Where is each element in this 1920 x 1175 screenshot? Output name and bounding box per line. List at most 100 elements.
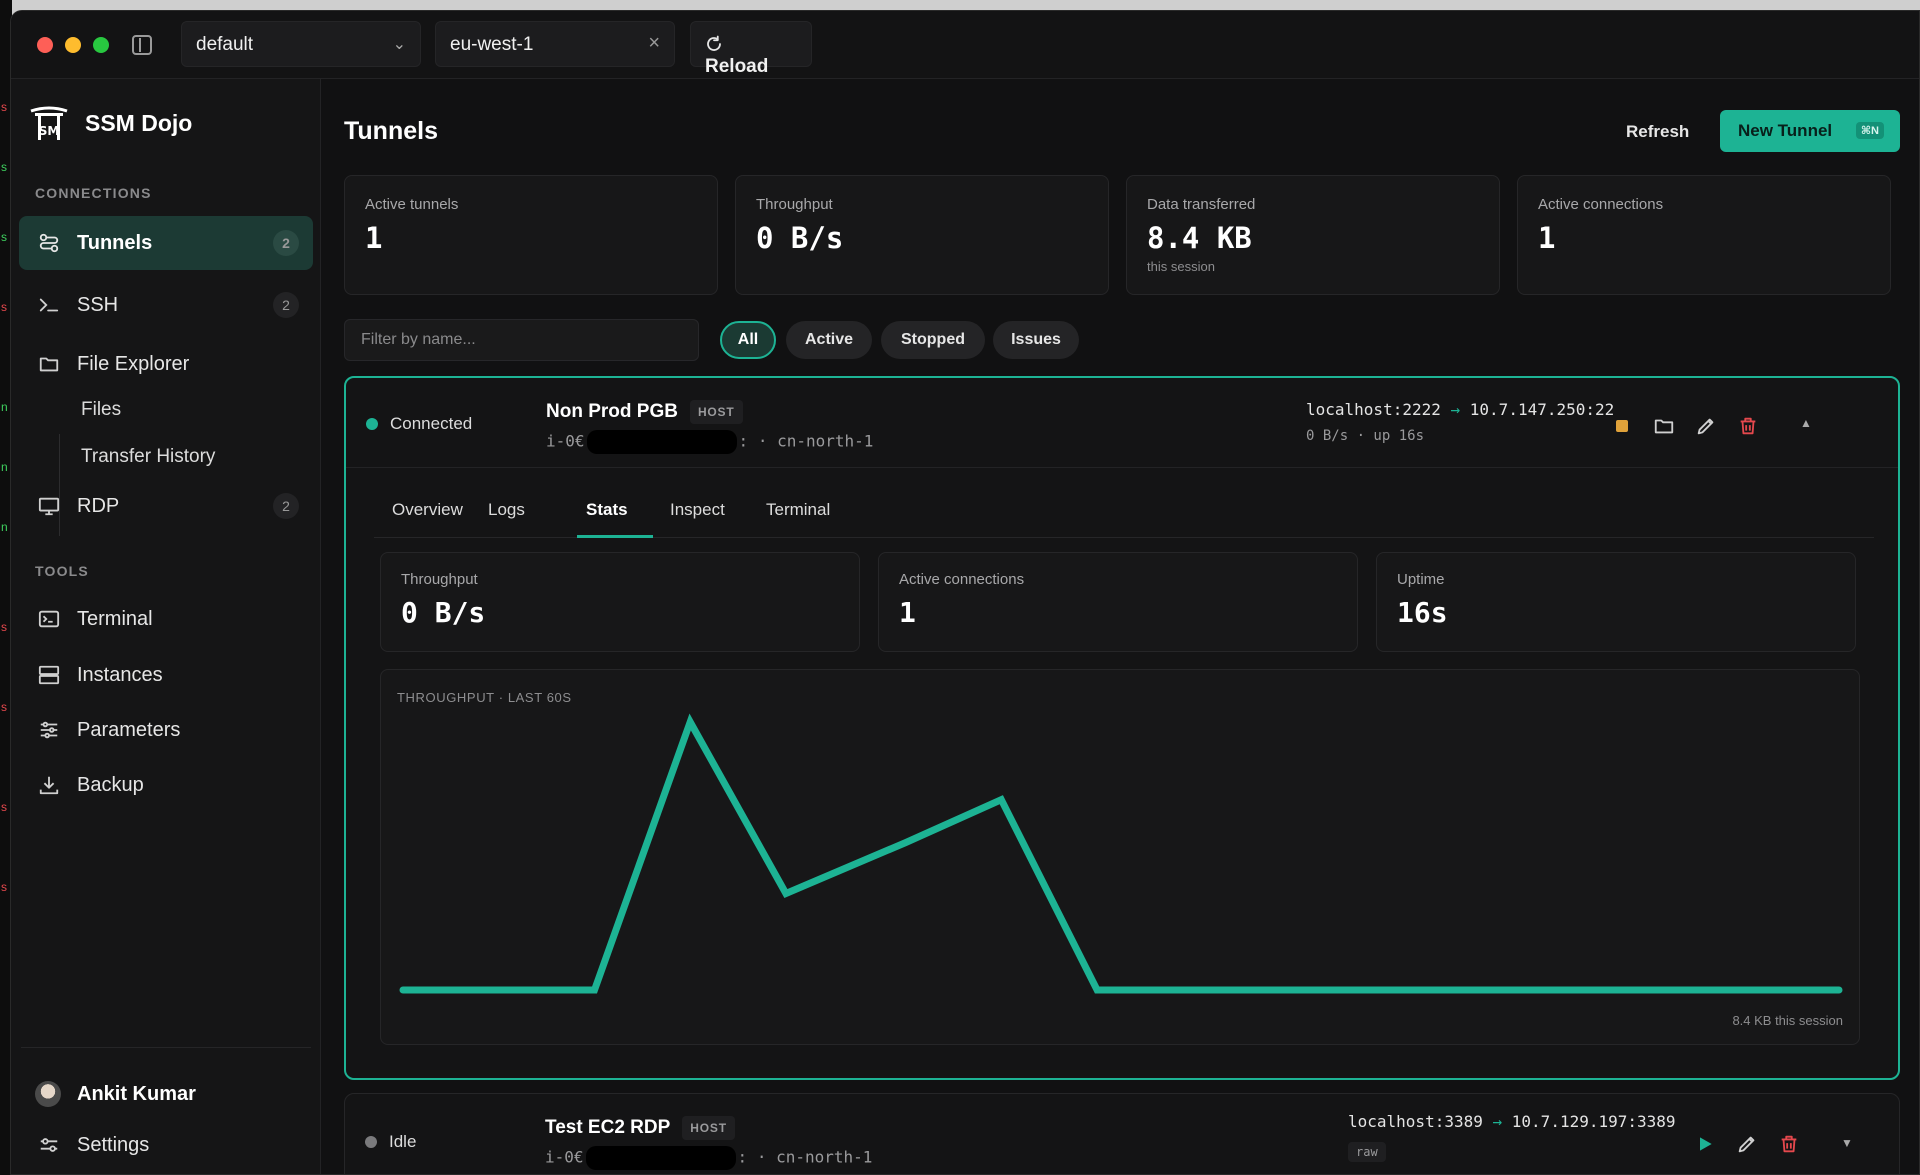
status-label: Connected (390, 414, 473, 433)
sidebar-item-terminal[interactable]: Terminal (19, 592, 313, 646)
stat-value: 1 (899, 596, 916, 629)
tunnel-name-text: Non Prod PGB (546, 401, 678, 422)
play-icon[interactable] (1693, 1132, 1717, 1156)
sidebar-item-label: SSH (77, 293, 119, 316)
stat-value: 1 (1538, 221, 1556, 255)
user-profile[interactable]: Ankit Kumar (35, 1081, 196, 1107)
throughput-chart: THROUGHPUT · LAST 60S 8.4 KB this sessio… (380, 669, 1860, 1045)
stat-card-active-tunnels: Active tunnels 1 (344, 175, 718, 295)
new-tunnel-button[interactable]: New Tunnel ⌘N (1720, 110, 1900, 152)
subnav-line (59, 434, 60, 536)
filter-chip-all[interactable]: All (720, 321, 776, 359)
sliders-icon (37, 718, 61, 742)
profile-select[interactable]: default ⌄ (181, 21, 421, 67)
sidebar-item-parameters[interactable]: Parameters (19, 703, 313, 757)
sidebar-item-files[interactable]: Files (81, 399, 122, 420)
protocol-tag: raw (1348, 1142, 1386, 1162)
region-select[interactable]: eu-west-1 × (435, 21, 675, 67)
filter-chip-stopped[interactable]: Stopped (881, 321, 985, 359)
sidebar-item-file-explorer[interactable]: File Explorer (19, 337, 313, 391)
count-badge: 2 (273, 230, 299, 256)
sidebar-item-rdp[interactable]: RDP 2 (19, 479, 313, 533)
edit-icon[interactable] (1694, 414, 1718, 438)
inner-stat-throughput: Throughput 0 B/s (380, 552, 860, 652)
region-select-value: eu-west-1 (450, 34, 534, 55)
reload-icon (705, 34, 723, 55)
stop-icon[interactable] (1610, 414, 1634, 438)
tunnel-meta: i-0€: · cn-north-1 (546, 430, 873, 454)
ssm-dojo-logo: SM (30, 106, 68, 140)
app-window: default ⌄ eu-west-1 × Reload SM SSM Dojo… (10, 10, 1920, 1175)
section-label-connections: CONNECTIONS (35, 185, 152, 201)
status-dot (366, 418, 378, 430)
reload-button[interactable]: Reload (690, 21, 812, 77)
status-indicator: Connected (366, 414, 472, 434)
stat-card-throughput: Throughput 0 B/s (735, 175, 1109, 295)
download-icon (37, 773, 61, 797)
sidebar-item-label: RDP (77, 494, 120, 517)
server-icon (37, 663, 61, 687)
sidebar-item-ssh[interactable]: SSH 2 (19, 278, 313, 332)
stat-value: 8.4 KB (1147, 221, 1252, 255)
keyboard-shortcut: ⌘N (1855, 122, 1884, 139)
tunnel-card-header[interactable]: Connected Non Prod PGB HOST i-0€: · cn-n… (346, 378, 1898, 468)
tunnel-meta: i-0€: · cn-north-1 (545, 1146, 872, 1170)
port-mapping: localhost:3389 → 10.7.129.197:3389 (1348, 1112, 1676, 1131)
section-label-tools: TOOLS (35, 563, 89, 579)
filter-input[interactable] (344, 319, 699, 361)
stat-label: Throughput (756, 196, 833, 213)
stat-value: 0 B/s (401, 596, 486, 629)
minimize-window-button[interactable] (65, 37, 81, 53)
sidebar-item-tunnels[interactable]: Tunnels 2 (19, 216, 313, 270)
chevron-up-icon[interactable]: ▲ (1800, 416, 1812, 430)
stat-subtext: this session (1147, 259, 1215, 274)
count-badge: 2 (273, 292, 299, 318)
sidebar-toggle-icon[interactable] (132, 35, 152, 55)
sidebar-item-label: Settings (77, 1133, 150, 1156)
zoom-window-button[interactable] (93, 37, 109, 53)
tunnel-name: Non Prod PGB HOST (546, 400, 743, 424)
sidebar-item-backup[interactable]: Backup (19, 758, 313, 812)
trash-icon[interactable] (1777, 1132, 1801, 1156)
stat-label: Data transferred (1147, 196, 1256, 213)
sidebar-item-label: Parameters (77, 718, 181, 741)
clear-icon[interactable]: × (648, 32, 660, 54)
trash-icon[interactable] (1736, 414, 1760, 438)
close-window-button[interactable] (37, 37, 53, 53)
tab-overview[interactable]: Overview (392, 500, 463, 519)
sidebar-item-instances[interactable]: Instances (19, 648, 313, 702)
inner-stat-active-connections: Active connections 1 (878, 552, 1358, 652)
user-name: Ankit Kumar (77, 1082, 196, 1105)
redacted-block (585, 1146, 736, 1170)
sidebar-item-transfer-history[interactable]: Transfer History (81, 446, 216, 467)
sidebar-item-label: Instances (77, 663, 163, 686)
throughput-series-line (399, 713, 1843, 994)
refresh-button[interactable]: Refresh (1626, 122, 1690, 141)
folder-icon[interactable] (1652, 414, 1676, 438)
stat-label: Active tunnels (365, 196, 459, 213)
local-address: localhost:3389 (1348, 1112, 1483, 1131)
filter-chip-issues[interactable]: Issues (993, 321, 1079, 359)
sidebar-item-label: Tunnels (77, 231, 153, 254)
app-name: SSM Dojo (85, 109, 193, 136)
edit-icon[interactable] (1735, 1132, 1759, 1156)
background-window: s s s s n n n s s s s (0, 0, 12, 1175)
sidebar-item-label: File Explorer (77, 352, 190, 375)
filter-chip-active[interactable]: Active (786, 321, 872, 359)
chevron-down-icon: ⌄ (392, 36, 406, 53)
stat-value: 0 B/s (756, 221, 844, 255)
tunnel-region: · cn-north-1 (757, 431, 874, 451)
tab-logs[interactable]: Logs (488, 500, 525, 519)
tunnel-name: Test EC2 RDP HOST (545, 1116, 735, 1140)
chevron-down-icon[interactable]: ▼ (1841, 1136, 1853, 1150)
sidebar-divider (21, 1047, 311, 1048)
instance-id-suffix: : (738, 431, 749, 451)
tab-inspect[interactable]: Inspect (670, 500, 725, 519)
title-bar: default ⌄ eu-west-1 × Reload (11, 11, 1919, 79)
stat-value: 16s (1397, 596, 1448, 629)
tunnel-region: · cn-north-1 (756, 1147, 873, 1167)
tunnel-card[interactable]: Idle Test EC2 RDP HOST i-0€: · cn-north-… (344, 1093, 1900, 1174)
tab-stats[interactable]: Stats (586, 500, 628, 519)
sidebar-item-settings[interactable]: Settings (19, 1118, 313, 1172)
tab-terminal[interactable]: Terminal (766, 500, 831, 519)
